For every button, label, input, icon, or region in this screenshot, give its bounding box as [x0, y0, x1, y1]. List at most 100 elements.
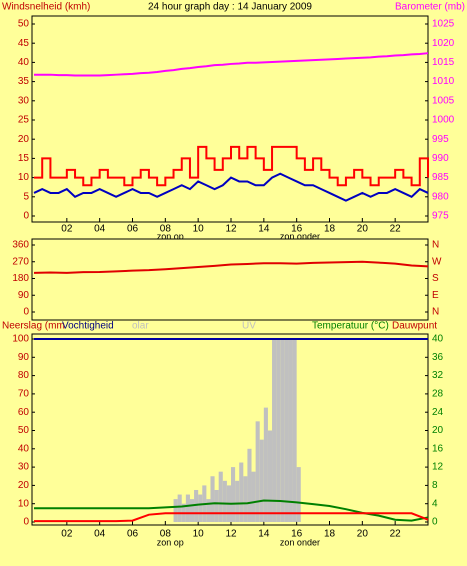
solar-bar — [280, 339, 285, 522]
y2-tick-label: 1025 — [432, 19, 455, 30]
solar-bar — [235, 480, 240, 522]
header-label: UV — [242, 321, 256, 332]
x-tick-label: 20 — [357, 529, 369, 540]
y-tick-label: 20 — [18, 134, 30, 145]
solar-bar — [239, 462, 244, 522]
x-tick-label: 12 — [225, 529, 237, 540]
y2-tick-label: 980 — [432, 191, 449, 202]
x-tick-label: 02 — [61, 529, 73, 540]
x-tick-label: 18 — [324, 529, 336, 540]
y2-tick-label: 1020 — [432, 38, 455, 49]
y-tick-label: 0 — [23, 517, 29, 528]
x-tick-label: 06 — [127, 529, 139, 540]
series-line — [33, 260, 429, 274]
y2-tick-label: N — [432, 307, 439, 318]
chart-title: 24 hour graph day : 14 January 2009 — [148, 2, 312, 13]
x-tick-label: 12 — [225, 224, 237, 235]
y2-label: Barometer (mb) — [395, 2, 465, 13]
header-label: olar — [132, 321, 149, 332]
x-tick-label: 08 — [160, 529, 172, 540]
x-tick-label: 14 — [258, 529, 270, 540]
x-tick-label: 22 — [390, 224, 402, 235]
annotation: zon op — [157, 231, 184, 241]
x-tick-label: 04 — [94, 224, 106, 235]
solar-bar — [218, 471, 223, 522]
solar-bar — [173, 499, 178, 522]
y2-tick-label: 1015 — [432, 57, 455, 68]
y2-tick-label: N — [432, 240, 439, 251]
solar-bar — [194, 489, 199, 522]
y2-tick-label: 1010 — [432, 76, 455, 87]
solar-bar — [259, 439, 264, 522]
y-tick-label: 270 — [12, 256, 29, 267]
solar-bar — [272, 339, 277, 522]
y2-tick-label: 995 — [432, 134, 449, 145]
header-label: Neerslag (mm — [2, 321, 65, 332]
y2-tick-label: 0 — [432, 517, 438, 528]
solar-bar — [210, 476, 215, 522]
solar-bar — [243, 476, 248, 522]
x-tick-label: 22 — [390, 529, 402, 540]
y-tick-label: 10 — [18, 172, 30, 183]
y-tick-label: 50 — [18, 19, 30, 30]
header-label: Vochtigheid — [62, 321, 114, 332]
y2-tick-label: W — [432, 256, 442, 267]
y-tick-label: 180 — [12, 273, 29, 284]
y-tick-label: 90 — [18, 290, 30, 301]
y2-tick-label: 16 — [432, 443, 444, 454]
series-line — [33, 172, 429, 202]
solar-bar — [251, 471, 256, 522]
y-tick-label: 40 — [18, 443, 30, 454]
y2-tick-label: 28 — [432, 389, 444, 400]
y-tick-label: 45 — [18, 38, 30, 49]
x-tick-label: 06 — [127, 224, 139, 235]
x-tick-label: 20 — [357, 224, 369, 235]
y-tick-label: 15 — [18, 153, 30, 164]
solar-bar — [214, 489, 219, 522]
annotation: zon onder — [280, 231, 320, 241]
y-tick-label: 80 — [18, 370, 30, 381]
y2-tick-label: S — [432, 273, 439, 284]
solar-bar — [189, 499, 195, 522]
solar-bar — [177, 494, 182, 522]
series-line — [34, 145, 429, 187]
solar-bar — [231, 467, 236, 522]
y-tick-label: 0 — [23, 211, 29, 222]
y2-tick-label: 36 — [432, 352, 444, 363]
annotation: zon op — [157, 537, 184, 547]
y-tick-label: 100 — [12, 334, 29, 345]
solar-bar — [296, 467, 301, 522]
y2-tick-label: 990 — [432, 153, 449, 164]
y2-tick-label: 32 — [432, 370, 444, 381]
y-tick-label: 5 — [23, 191, 29, 202]
solar-bar — [255, 421, 260, 522]
x-tick-label: 18 — [324, 224, 336, 235]
y2-tick-label: 975 — [432, 211, 449, 222]
y-tick-label: 90 — [18, 352, 30, 363]
header-label: Dauwpunt — [392, 321, 437, 332]
solar-bar — [185, 494, 190, 522]
x-tick-label: 08 — [160, 224, 172, 235]
solar-bar — [267, 430, 273, 522]
annotation: zon onder — [280, 537, 320, 547]
y-tick-label: 25 — [18, 115, 30, 126]
y-label: Windsnelheid (kmh) — [2, 2, 90, 13]
y2-tick-label: E — [432, 290, 439, 301]
series-line — [34, 512, 429, 523]
x-tick-label: 02 — [61, 224, 73, 235]
x-tick-label: 10 — [193, 529, 205, 540]
y-tick-label: 35 — [18, 76, 30, 87]
solar-bar — [288, 339, 293, 522]
y2-tick-label: 4 — [432, 498, 438, 509]
solar-bar — [222, 480, 227, 522]
y2-tick-label: 24 — [432, 407, 444, 418]
solar-bar — [292, 339, 297, 522]
solar-bar — [284, 339, 289, 522]
x-tick-label: 04 — [94, 529, 106, 540]
solar-bar — [247, 448, 252, 522]
x-tick-label: 10 — [193, 224, 205, 235]
y2-tick-label: 20 — [432, 425, 444, 436]
solar-bar — [198, 494, 203, 522]
